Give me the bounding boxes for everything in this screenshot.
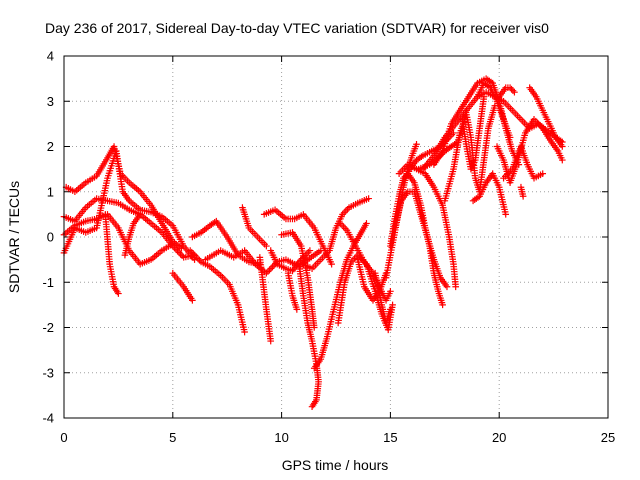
data-point <box>452 283 459 291</box>
data-point <box>511 88 518 96</box>
y-tick-label: 0 <box>47 230 54 245</box>
data-point <box>539 170 547 177</box>
data-point <box>387 288 394 295</box>
x-tick-labels: 0 5 10 15 20 25 <box>60 430 615 445</box>
y-axis-label: SDTVAR / TECUs <box>6 181 22 293</box>
data-point <box>519 192 527 200</box>
data-point <box>365 195 372 202</box>
data-point <box>491 102 499 110</box>
y-tick-label: 4 <box>47 49 54 64</box>
data-point <box>263 242 270 250</box>
data-point <box>387 306 394 313</box>
data-point <box>363 220 370 227</box>
y-tick-label: -1 <box>42 275 54 290</box>
data-point <box>328 260 335 268</box>
data-point <box>267 265 275 272</box>
data-point <box>178 252 186 260</box>
x-tick-label: 0 <box>60 430 67 445</box>
data-point <box>413 140 420 148</box>
y-tick-label: 3 <box>47 94 54 109</box>
data-point <box>194 255 202 262</box>
data-point <box>115 290 122 297</box>
data-point <box>508 85 515 93</box>
y-tick-label: -4 <box>42 411 54 426</box>
x-tick-label: 15 <box>383 430 397 445</box>
data-point <box>443 283 451 291</box>
data-point <box>306 247 314 254</box>
data-point <box>559 156 566 164</box>
plot-frame <box>63 55 609 419</box>
x-axis-label: GPS time / hours <box>282 457 389 473</box>
data-point <box>506 84 514 91</box>
y-tick-label: 1 <box>47 184 54 199</box>
data-point <box>559 143 566 150</box>
data-point <box>241 328 248 336</box>
data-points <box>60 75 566 410</box>
data-point <box>502 211 510 218</box>
data-point <box>136 211 144 218</box>
data-point <box>439 301 446 309</box>
y-tick-label: -2 <box>42 320 54 335</box>
data-point <box>389 301 396 309</box>
data-point <box>264 268 272 275</box>
data-point <box>351 255 358 262</box>
y-tick-label: -3 <box>42 365 54 380</box>
x-tick-label: 10 <box>274 430 288 445</box>
x-tick-label: 25 <box>601 430 615 445</box>
chart-title: Day 236 of 2017, Sidereal Day-to-day VTE… <box>45 20 549 36</box>
data-point <box>340 223 347 231</box>
data-point <box>308 403 316 410</box>
data-point <box>293 306 301 313</box>
data-point <box>267 337 275 345</box>
data-point <box>189 297 196 304</box>
data-point <box>509 87 517 94</box>
y-tick-label: 2 <box>47 139 54 154</box>
x-tick-label: 20 <box>492 430 506 445</box>
y-tick-labels: -4 -3 -2 -1 0 1 2 3 4 <box>42 49 54 426</box>
x-tick-label: 5 <box>169 430 176 445</box>
data-point <box>342 207 350 215</box>
data-point <box>305 248 312 256</box>
